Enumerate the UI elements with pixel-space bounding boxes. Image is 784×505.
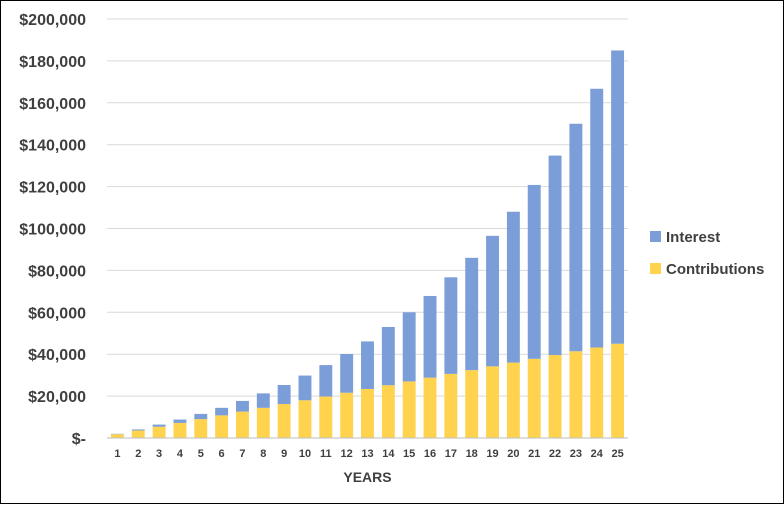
y-tick-label: $200,000: [19, 12, 86, 29]
y-axis-tick-labels: $- $20,000 $40,000 $60,000 $80,000 $100,000 $1…: [19, 12, 86, 448]
bar-interest: [194, 414, 207, 419]
bar-contributions: [299, 400, 312, 438]
bar-contributions: [319, 397, 332, 438]
bar-interest: [299, 376, 312, 401]
legend-swatch: [650, 263, 661, 274]
bar-contributions: [486, 366, 499, 438]
bar-contributions: [215, 415, 228, 438]
x-tick-label: 5: [198, 448, 204, 460]
x-tick-label: 4: [177, 448, 184, 460]
bar-interest: [236, 401, 249, 412]
bar-contributions: [569, 351, 582, 438]
y-tick-label: $180,000: [19, 54, 86, 71]
x-tick-label: 14: [382, 448, 395, 460]
bar-contributions: [111, 434, 124, 438]
x-tick-label: 22: [549, 448, 561, 460]
x-tick-label: 25: [611, 448, 623, 460]
bar-interest: [382, 327, 395, 385]
bar-interest: [278, 385, 291, 404]
x-tick-label: 2: [135, 448, 141, 460]
bar-contributions: [590, 347, 603, 438]
x-tick-label: 12: [341, 448, 353, 460]
bar-interest: [403, 312, 416, 381]
x-tick-label: 17: [445, 448, 457, 460]
bar-interest: [340, 354, 353, 393]
legend-label: Contributions: [666, 261, 764, 278]
x-tick-label: 7: [239, 448, 245, 460]
x-tick-label: 24: [591, 448, 604, 460]
bar-contributions: [132, 430, 145, 438]
bar-interest: [569, 124, 582, 352]
x-axis-title: YEARS: [343, 469, 391, 485]
x-tick-label: 18: [466, 448, 478, 460]
bar-interest: [507, 212, 520, 363]
x-tick-label: 6: [219, 448, 225, 460]
bar-interest: [549, 156, 562, 355]
bar-contributions: [382, 385, 395, 438]
bar-contributions: [444, 374, 457, 438]
bar-interest: [611, 50, 624, 343]
bar-interest: [590, 89, 603, 348]
x-tick-label: 20: [507, 448, 519, 460]
bar-interest: [319, 365, 332, 396]
x-tick-label: 10: [299, 448, 311, 460]
y-tick-label: $160,000: [19, 96, 86, 113]
bar-contributions: [403, 381, 416, 438]
bar-contributions: [507, 363, 520, 438]
y-tick-label: $120,000: [19, 180, 86, 197]
y-tick-label: $40,000: [28, 347, 86, 364]
x-tick-label: 13: [361, 448, 373, 460]
y-tick-label: $140,000: [19, 138, 86, 155]
bar-contributions: [549, 355, 562, 438]
legend: Interest Contributions: [650, 229, 764, 278]
y-tick-label: $80,000: [28, 263, 86, 280]
x-tick-label: 9: [281, 448, 287, 460]
bar-interest: [444, 277, 457, 374]
y-tick-label: $20,000: [28, 389, 86, 406]
bar-contributions: [257, 408, 270, 438]
bar-interest: [528, 185, 541, 359]
bar-interest: [424, 296, 437, 378]
bar-interest: [132, 429, 145, 430]
x-tick-label: 23: [570, 448, 582, 460]
bar-contributions: [278, 404, 291, 438]
y-tick-label: $60,000: [28, 305, 86, 322]
x-tick-label: 3: [156, 448, 162, 460]
bar-contributions: [424, 378, 437, 438]
bar-contributions: [340, 393, 353, 438]
y-tick-label: $100,000: [19, 222, 86, 239]
y-tick-label: $-: [72, 431, 86, 448]
x-tick-label: 19: [486, 448, 498, 460]
bar-interest: [215, 408, 228, 416]
bar-contributions: [611, 344, 624, 438]
bar-contributions: [153, 427, 166, 438]
bars: [111, 50, 624, 438]
bar-contributions: [528, 359, 541, 438]
bar-contributions: [194, 419, 207, 438]
bar-interest: [153, 425, 166, 427]
bar-contributions: [236, 412, 249, 438]
legend-swatch: [650, 231, 661, 242]
bar-interest: [486, 236, 499, 367]
legend-label: Interest: [666, 229, 720, 246]
x-tick-label: 8: [260, 448, 266, 460]
bar-interest: [361, 341, 374, 389]
x-tick-label: 16: [424, 448, 436, 460]
bar-contributions: [361, 389, 374, 438]
bar-contributions: [173, 423, 186, 438]
bar-contributions: [465, 370, 478, 438]
x-tick-label: 1: [114, 448, 120, 460]
x-tick-label: 21: [528, 448, 540, 460]
bar-interest: [465, 258, 478, 370]
bar-interest: [257, 393, 270, 407]
x-tick-label: 15: [403, 448, 415, 460]
x-tick-label: 11: [320, 448, 332, 460]
bar-interest: [173, 420, 186, 423]
